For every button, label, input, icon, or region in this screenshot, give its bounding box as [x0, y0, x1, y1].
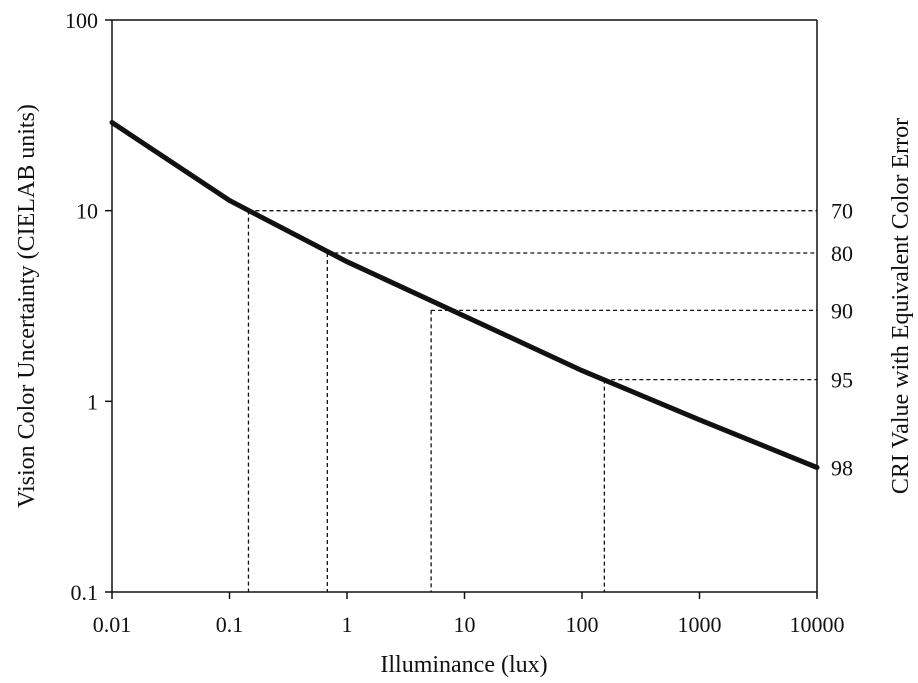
cri-value-label: 80: [831, 241, 853, 266]
x-tick-label: 10000: [790, 612, 845, 637]
y-tick-label: 1: [87, 389, 98, 414]
x-tick-label: 0.1: [216, 612, 244, 637]
x-tick-label: 100: [566, 612, 599, 637]
cri-label-group: 70 80 90 95 98: [831, 199, 853, 481]
x-axis-label: Illuminance (lux): [380, 652, 547, 678]
y-tick-label: 100: [65, 8, 98, 33]
y-tick-label: 10: [76, 199, 98, 224]
y-tick-group: 0.1 1 10 100: [65, 8, 112, 605]
cri-value-label: 98: [831, 455, 853, 480]
right-axis-label: CRI Value with Equivalent Color Error: [888, 118, 914, 494]
plot-frame: [111, 19, 818, 593]
cri-value-label: 90: [831, 298, 853, 323]
y-axis-label: Vision Color Uncertainty (CIELAB units): [14, 104, 40, 508]
cri-value-label: 95: [831, 368, 853, 393]
x-tick-label: 0.01: [93, 612, 132, 637]
x-tick-label: 10: [454, 612, 476, 637]
x-tick-label: 1000: [678, 612, 722, 637]
x-tick-label: 1: [342, 612, 353, 637]
uncertainty-curve: [109, 120, 820, 470]
x-tick-group: 0.01 0.1 1 10 100 1000 10000: [93, 592, 845, 637]
cri-guide-lines: [247, 210, 817, 592]
cri-value-label: 70: [831, 199, 853, 224]
y-tick-label: 0.1: [71, 580, 99, 605]
